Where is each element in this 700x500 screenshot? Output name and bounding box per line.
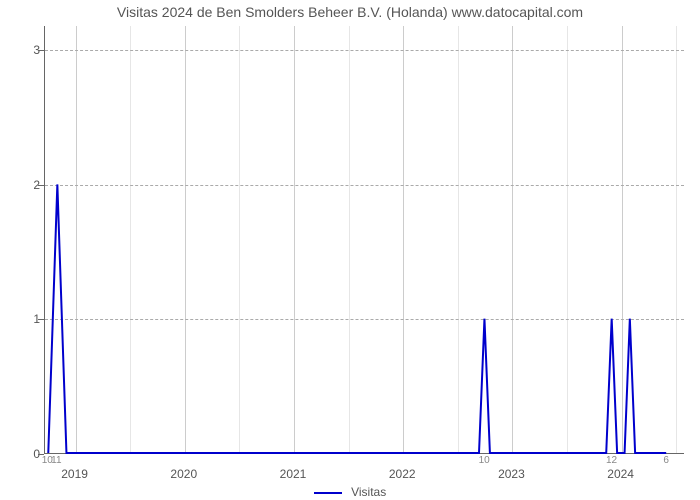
- legend-label: Visitas: [351, 485, 386, 499]
- x-tick-minor: 12: [606, 455, 617, 466]
- x-tick-year: 2021: [280, 467, 307, 481]
- x-tick-year: 2024: [607, 467, 634, 481]
- series-line: [45, 26, 684, 453]
- y-tick-label: 0: [4, 447, 40, 461]
- x-tick-year: 2020: [170, 467, 197, 481]
- chart-title: Visitas 2024 de Ben Smolders Beheer B.V.…: [0, 4, 700, 20]
- y-tick-label: 1: [4, 312, 40, 326]
- legend-swatch: [314, 492, 342, 494]
- x-tick-year: 2019: [61, 467, 88, 481]
- y-tick-label: 3: [4, 43, 40, 57]
- legend: Visitas: [0, 485, 700, 499]
- plot-area: [44, 26, 684, 454]
- y-tick-label: 2: [4, 178, 40, 192]
- x-tick-year: 2023: [498, 467, 525, 481]
- x-tick-minor: 11: [51, 455, 61, 466]
- x-tick-year: 2022: [389, 467, 416, 481]
- x-tick-minor: 10: [479, 455, 490, 466]
- chart-container: Visitas 2024 de Ben Smolders Beheer B.V.…: [0, 0, 700, 500]
- x-tick-minor: 6: [663, 455, 669, 466]
